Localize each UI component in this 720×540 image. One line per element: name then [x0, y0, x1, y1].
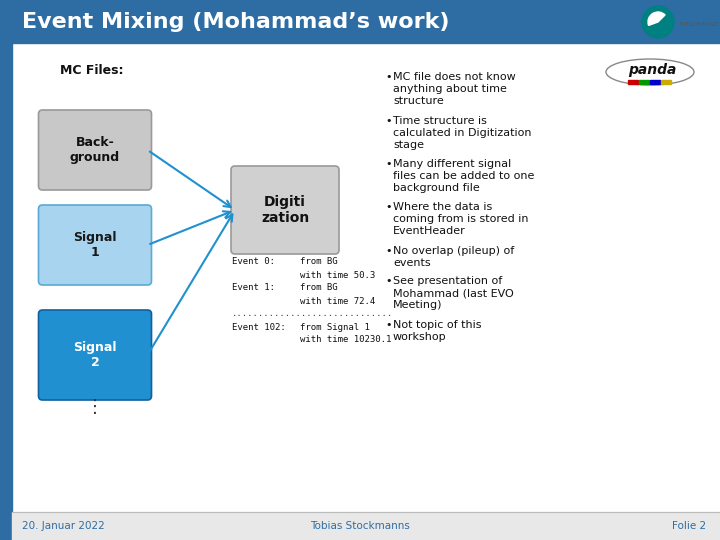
Text: FORSCHUNGSZENTRUM: FORSCHUNGSZENTRUM	[680, 23, 720, 28]
Circle shape	[642, 6, 674, 38]
Text: Time structure is
calculated in Digitization
stage: Time structure is calculated in Digitiza…	[393, 116, 531, 150]
Text: •: •	[385, 159, 392, 169]
Text: •: •	[385, 320, 392, 329]
Text: Event Mixing (Mohammad’s work): Event Mixing (Mohammad’s work)	[22, 12, 449, 32]
Text: Where the data is
coming from is stored in
EventHeader: Where the data is coming from is stored …	[393, 202, 528, 237]
Text: MC Files:: MC Files:	[60, 64, 124, 77]
Text: with time 10230.1: with time 10230.1	[300, 335, 392, 345]
FancyBboxPatch shape	[231, 166, 339, 254]
FancyBboxPatch shape	[38, 205, 151, 285]
Text: Not topic of this
workshop: Not topic of this workshop	[393, 320, 482, 341]
Text: •: •	[385, 276, 392, 286]
Text: •: •	[385, 246, 392, 256]
Text: from BG: from BG	[300, 284, 338, 293]
Text: ..............................: ..............................	[232, 309, 393, 319]
Text: Event 0:: Event 0:	[232, 258, 275, 267]
Text: from Signal 1: from Signal 1	[300, 322, 370, 332]
Text: Tobias Stockmanns: Tobias Stockmanns	[310, 521, 410, 531]
Text: with time 50.3: with time 50.3	[300, 271, 375, 280]
Bar	[661, 80, 671, 84]
Bar	[650, 80, 660, 84]
Bar	[12, 0, 720, 43]
Text: 20. Januar 2022: 20. Januar 2022	[22, 521, 104, 531]
Text: Signal
2: Signal 2	[73, 341, 117, 369]
Text: Event 102:: Event 102:	[232, 322, 286, 332]
Text: Folie 2: Folie 2	[672, 521, 706, 531]
Text: •: •	[385, 202, 392, 213]
Text: Back-
ground: Back- ground	[70, 136, 120, 164]
Ellipse shape	[606, 59, 694, 85]
FancyBboxPatch shape	[38, 110, 151, 190]
Text: MC file does not know
anything about time
structure: MC file does not know anything about tim…	[393, 72, 516, 106]
FancyBboxPatch shape	[38, 310, 151, 400]
Text: See presentation of
Mohammad (last EVO
Meeting): See presentation of Mohammad (last EVO M…	[393, 276, 514, 310]
Text: with time 72.4: with time 72.4	[300, 296, 375, 306]
Text: Digiti
zation: Digiti zation	[261, 195, 309, 225]
Text: Many different signal
files can be added to one
background file: Many different signal files can be added…	[393, 159, 534, 193]
Text: Event 1:: Event 1:	[232, 284, 275, 293]
Wedge shape	[648, 12, 665, 25]
Text: No overlap (pileup) of
events: No overlap (pileup) of events	[393, 246, 514, 268]
Text: JÜLICH: JÜLICH	[680, 11, 714, 21]
Text: Signal
1: Signal 1	[73, 231, 117, 259]
Text: •: •	[385, 116, 392, 125]
Bar	[628, 80, 638, 84]
Text: from BG: from BG	[300, 258, 338, 267]
Text: •: •	[385, 72, 392, 82]
Bar	[12, 512, 720, 540]
Bar	[639, 80, 649, 84]
Text: panda: panda	[628, 63, 676, 77]
Bar	[0, 0, 12, 540]
Text: ⋮: ⋮	[86, 398, 104, 416]
